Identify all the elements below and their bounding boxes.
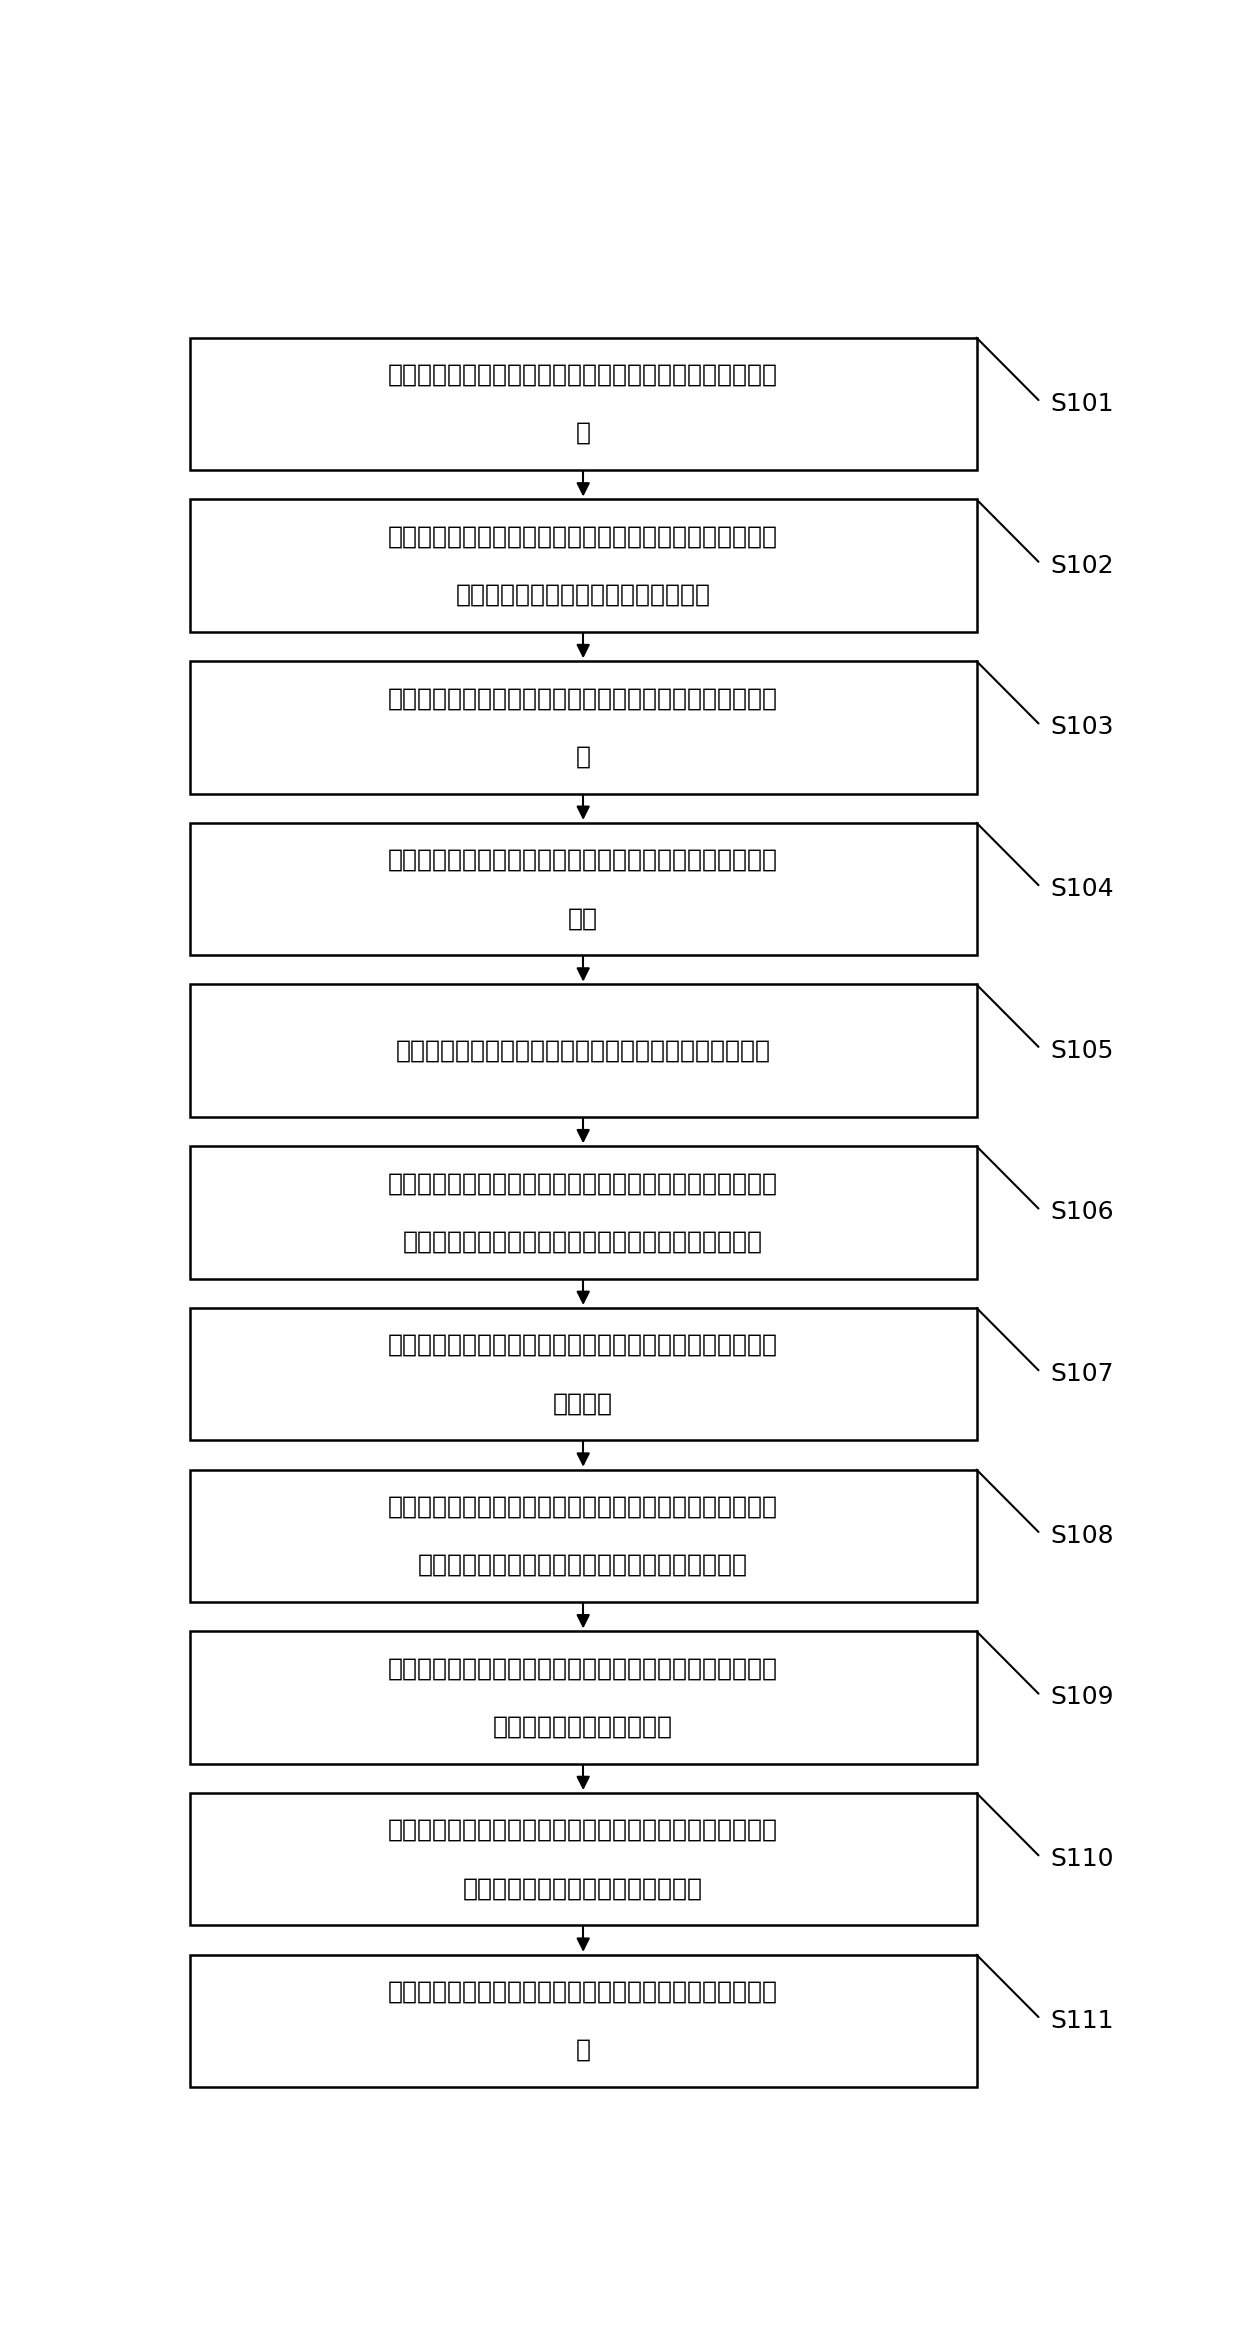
Text: S110: S110 (1050, 1846, 1114, 1872)
Text: S105: S105 (1050, 1040, 1114, 1063)
Text: S108: S108 (1050, 1524, 1114, 1548)
Text: S103: S103 (1050, 715, 1114, 739)
Text: 对进行静校正处理后的各振动数据进行时差校正处理，并对: 对进行静校正处理后的各振动数据进行时差校正处理，并对 (388, 1494, 779, 1519)
Text: 据集: 据集 (568, 906, 598, 929)
Bar (190, 1470, 977, 1602)
Bar (190, 1308, 977, 1439)
Bar (190, 1792, 977, 1926)
Bar (190, 985, 977, 1117)
Bar (190, 1632, 977, 1764)
Text: S104: S104 (1050, 877, 1114, 901)
Text: 利用目标数据对振动传感器所在的目标区域和微电网进行优: 利用目标数据对振动传感器所在的目标区域和微电网进行优 (388, 1980, 779, 2004)
Text: S111: S111 (1050, 2009, 1114, 2032)
Text: 并将地面振动信号发送至逻辑处理组件: 并将地面振动信号发送至逻辑处理组件 (455, 583, 711, 607)
Text: 滤波数据: 滤波数据 (553, 1392, 614, 1416)
Text: 化: 化 (575, 2039, 590, 2063)
Bar (190, 499, 977, 633)
Text: S102: S102 (1050, 553, 1114, 579)
Text: 分别对每条静校正处理后的振动数据进行偏移成像处理，并: 分别对每条静校正处理后的振动数据进行偏移成像处理，并 (388, 1171, 779, 1195)
Text: 利用可控电源数据监控组件对分布式电源的电源数据进行监: 利用可控电源数据监控组件对分布式电源的电源数据进行监 (388, 362, 779, 386)
Bar (190, 1145, 977, 1279)
Text: 利用逻辑处理组件对地面振动信号进行放大和模数转换并存: 利用逻辑处理组件对地面振动信号进行放大和模数转换并存 (388, 687, 779, 710)
Text: S106: S106 (1050, 1200, 1114, 1225)
Text: 得到多个第二合成振动数据: 得到多个第二合成振动数据 (494, 1715, 673, 1738)
Bar (190, 823, 977, 955)
Text: 将获取的偏移成像后的振动数据任取两条进行叠加处理: 将获取的偏移成像后的振动数据任取两条进行叠加处理 (403, 1230, 763, 1254)
Bar (190, 339, 977, 470)
Text: 进行时差校正处理后的振动数据进行偏移成像处理: 进行时差校正处理后的振动数据进行偏移成像处理 (418, 1552, 748, 1576)
Text: 数据相对应进行褶积，得到目标数据: 数据相对应进行褶积，得到目标数据 (464, 1877, 703, 1900)
Text: 测: 测 (575, 421, 590, 445)
Text: 对振动数据集进行静校正处理，得到至少两条的振动数据: 对振动数据集进行静校正处理，得到至少两条的振动数据 (396, 1040, 771, 1063)
Bar (190, 661, 977, 793)
Text: 将进行偏移成像处理后的振动数据任取两条进行叠加处理，: 将进行偏移成像处理后的振动数据任取两条进行叠加处理， (388, 1656, 779, 1679)
Text: 基于各第一合成振动数据获取与各第一合成振动数据对应的: 基于各第一合成振动数据获取与各第一合成振动数据对应的 (388, 1334, 779, 1357)
Text: 储: 储 (575, 746, 590, 769)
Text: S107: S107 (1050, 1362, 1114, 1385)
Text: 对与地面振动信号对应的振动数据进行集合分析获得振动数: 对与地面振动信号对应的振动数据进行集合分析获得振动数 (388, 847, 779, 873)
Text: 将与各第一合成振动数据对应的滤波数据和各第二合成振动: 将与各第一合成振动数据对应的滤波数据和各第二合成振动 (388, 1818, 779, 1842)
Text: S101: S101 (1050, 393, 1114, 416)
Text: 采用安装于监测点目标区域的振动传感器采集地面振动信号: 采用安装于监测点目标区域的振动传感器采集地面振动信号 (388, 524, 779, 548)
Bar (190, 1955, 977, 2086)
Text: S109: S109 (1050, 1686, 1114, 1710)
